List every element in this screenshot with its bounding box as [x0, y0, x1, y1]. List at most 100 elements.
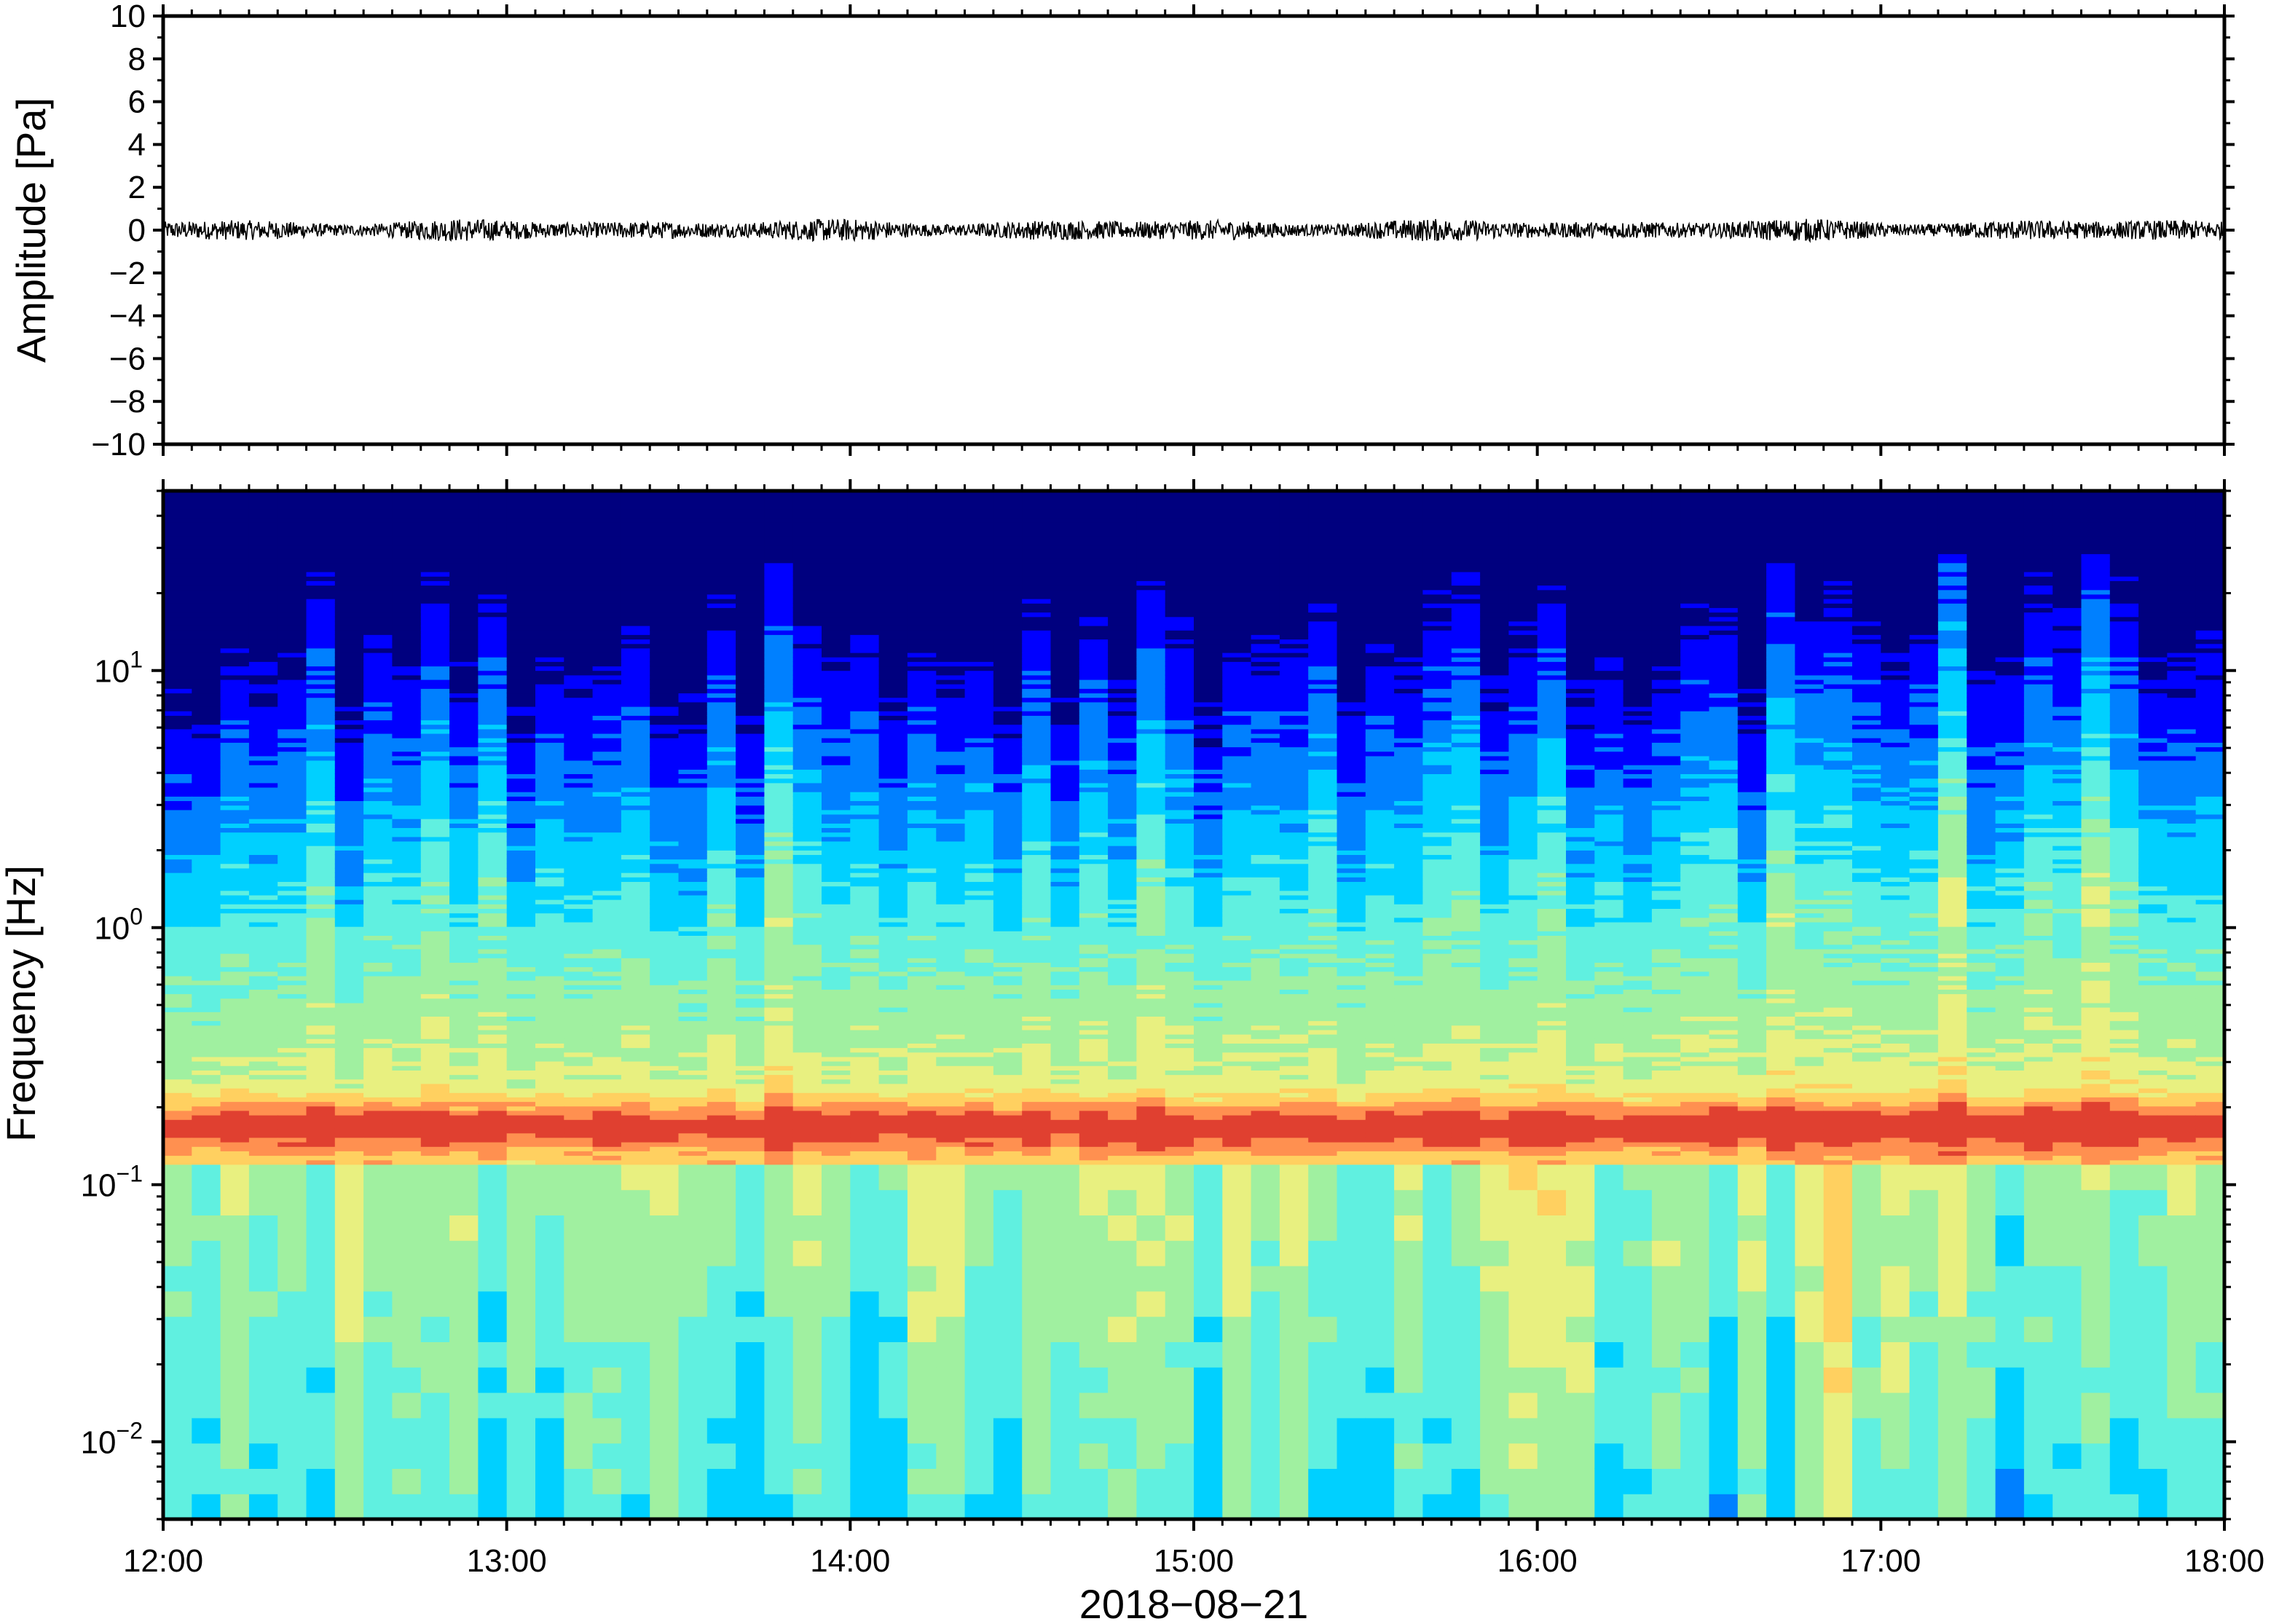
spectrogram-cell [822, 881, 851, 887]
spectrogram-cell [650, 975, 680, 981]
spectrogram-cell [621, 599, 650, 604]
spectrogram-cell [220, 518, 250, 523]
spectrogram-cell [392, 1128, 422, 1134]
spectrogram-cell [535, 751, 564, 757]
spectrogram-cell [449, 607, 479, 613]
spectrogram-cell [334, 912, 364, 918]
spectrogram-cell [707, 1065, 736, 1071]
spectrogram-cell [420, 1079, 450, 1084]
spectrogram-cell [248, 742, 278, 748]
spectrogram-cell [535, 1316, 564, 1342]
spectrogram-cell [334, 599, 364, 604]
spectrogram-cell [736, 1151, 765, 1156]
spectrogram-cell [707, 572, 736, 577]
spectrogram-cell [792, 917, 822, 923]
spectrogram-cell [334, 953, 364, 958]
spectrogram-cell [878, 728, 908, 734]
spectrogram-cell [535, 585, 564, 591]
spectrogram-cell [707, 594, 736, 599]
spectrogram-cell [850, 958, 880, 963]
spectrogram-cell [334, 904, 364, 909]
spectrogram-cell [334, 1417, 364, 1444]
spectrogram-cell [192, 594, 221, 599]
spectrogram-cell [650, 823, 680, 828]
spectrogram-cell [192, 549, 221, 554]
spectrogram-cell [420, 1142, 450, 1147]
spectrogram-cell [650, 558, 680, 564]
spectrogram-cell [621, 504, 650, 510]
spectrogram-cell [363, 796, 393, 801]
spectrogram-cell [220, 701, 250, 707]
spectrogram-cell [993, 1189, 1023, 1215]
spectrogram-cell [449, 562, 479, 568]
spectrogram-cell [707, 630, 736, 635]
spectrogram-cell [678, 935, 708, 941]
spectrogram-cell [907, 1119, 937, 1124]
spectrogram-cell [163, 724, 192, 730]
spectrogram-cell [850, 679, 880, 685]
spectrogram-cell [334, 508, 364, 514]
spectrogram-cell [822, 998, 851, 1004]
spectrogram-cell [792, 787, 822, 792]
spectrogram-cell [478, 724, 508, 730]
spectrogram-cell [449, 962, 479, 968]
spectrogram-cell [392, 1047, 422, 1053]
spectrogram-cell [420, 639, 450, 645]
spectrogram-cell [964, 684, 994, 689]
spectrogram-cell [334, 693, 364, 698]
spectrogram-cell [163, 1240, 192, 1266]
spectrogram-cell [535, 1146, 564, 1151]
spectrogram-cell [392, 1155, 422, 1161]
spectrogram-cell [678, 1155, 708, 1161]
spectrogram-cell [822, 724, 851, 730]
spectrogram-cell [334, 639, 364, 645]
spectrogram-cell [822, 1105, 851, 1111]
spectrogram-cell [564, 904, 594, 909]
spectrogram-cell [964, 742, 994, 748]
spectrogram-cell [306, 805, 336, 811]
spectrogram-cell [392, 572, 422, 577]
spectrogram-cell [764, 1065, 794, 1071]
spectrogram-cell [878, 647, 908, 653]
spectrogram-cell [621, 1164, 650, 1191]
waveform-y-tick-label: −4 [109, 299, 146, 334]
spectrogram-cell [792, 733, 822, 738]
spectrogram-cell [278, 1341, 307, 1368]
spectrogram-cell [907, 1316, 937, 1342]
spectrogram-cell [248, 765, 278, 770]
spectrogram-cell [678, 1240, 708, 1266]
spectrogram-cell [392, 746, 422, 752]
spectrogram-cell [564, 647, 594, 653]
spectrogram-cell [792, 931, 822, 936]
spectrogram-cell [506, 1189, 536, 1215]
spectrogram-cell [220, 926, 250, 931]
spectrogram-cell [535, 1115, 564, 1120]
spectrogram-cell [707, 738, 736, 743]
spectrogram-cell [535, 921, 564, 927]
spectrogram-cell [334, 971, 364, 977]
spectrogram-cell [621, 1038, 650, 1044]
spectrogram-cell [936, 773, 966, 779]
spectrogram-cell [363, 1065, 393, 1071]
spectrogram-cell [621, 1115, 650, 1120]
spectrogram-cell [278, 688, 307, 694]
spectrogram-cell [363, 850, 393, 855]
spectrogram-cell [850, 1092, 880, 1097]
spectrogram-cell [506, 890, 536, 896]
spectrogram-cell [764, 738, 794, 743]
spectrogram-cell [334, 1047, 364, 1053]
spectrogram-cell [736, 755, 765, 761]
spectrogram-cell [449, 1079, 479, 1084]
spectrogram-cell [936, 518, 966, 523]
spectrogram-cell [850, 558, 880, 564]
spectrogram-cell [907, 805, 937, 811]
spectrogram-cell [678, 1137, 708, 1143]
spectrogram-cell [650, 1020, 680, 1026]
spectrogram-cell [907, 872, 937, 878]
spectrogram-cell [621, 809, 650, 815]
spectrogram-cell [392, 531, 422, 537]
spectrogram-cell [707, 585, 736, 591]
spectrogram-cell [564, 769, 594, 774]
spectrogram-cell [535, 1417, 564, 1444]
spectrogram-cell [678, 832, 708, 837]
